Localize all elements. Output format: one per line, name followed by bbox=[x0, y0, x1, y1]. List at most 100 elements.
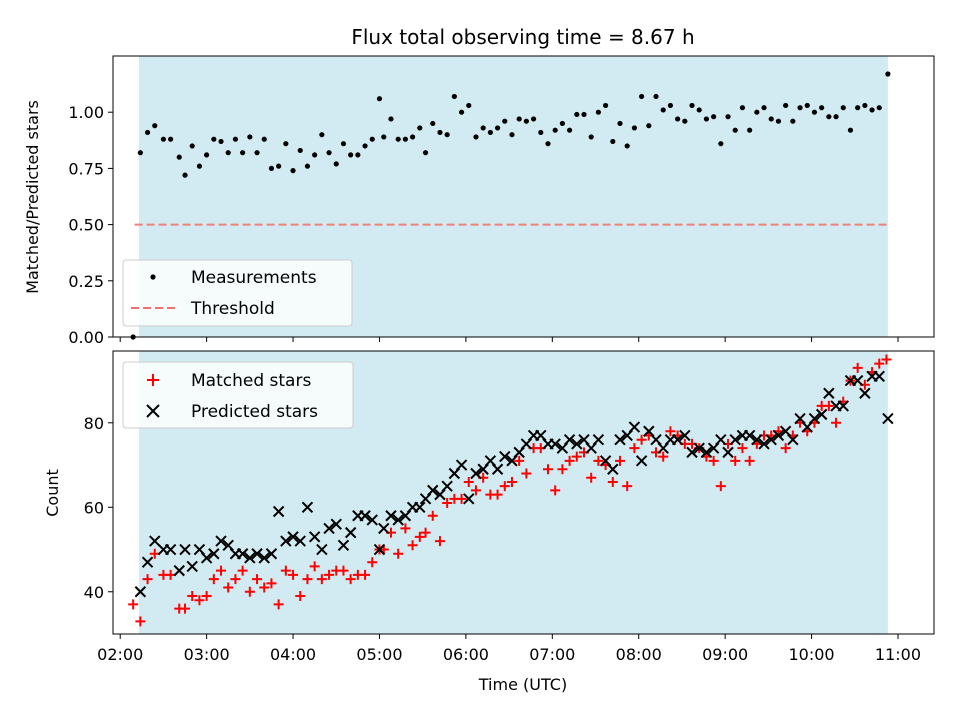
predicted-star-point bbox=[463, 493, 475, 505]
measurement-point bbox=[588, 134, 594, 140]
matched-star-point bbox=[607, 476, 618, 487]
matched-star-point bbox=[665, 426, 676, 437]
measurement-point bbox=[473, 134, 479, 140]
measurement-point bbox=[290, 168, 296, 174]
legend-matched-label: Matched stars bbox=[191, 371, 311, 391]
measurement-point bbox=[689, 102, 695, 109]
measurement-point bbox=[574, 111, 580, 118]
bottom-y-tick-label: 60 bbox=[84, 498, 104, 517]
matched-star-point bbox=[744, 455, 755, 466]
measurement-point bbox=[218, 138, 224, 145]
measurement-point bbox=[862, 102, 868, 109]
measurement-point bbox=[552, 127, 558, 133]
predicted-star-point bbox=[592, 433, 605, 446]
predicted-star-point bbox=[607, 463, 619, 475]
matched-star-point bbox=[194, 595, 205, 606]
measurement-point bbox=[790, 118, 796, 124]
measurement-point bbox=[819, 105, 825, 111]
predicted-star-point bbox=[787, 433, 799, 446]
matched-star-point bbox=[550, 485, 561, 496]
measurement-point bbox=[333, 161, 339, 167]
measurement-point bbox=[144, 129, 151, 136]
matched-star-point bbox=[338, 565, 349, 576]
predicted-star-point bbox=[323, 522, 335, 535]
matched-star-point bbox=[266, 578, 277, 589]
predicted-star-point bbox=[571, 438, 583, 450]
measurement-point bbox=[381, 134, 387, 140]
matched-star-point bbox=[201, 590, 212, 601]
measurement-point bbox=[348, 152, 354, 158]
predicted-stars-points bbox=[134, 370, 894, 598]
measurement-point bbox=[804, 102, 810, 109]
predicted-star-point bbox=[491, 463, 504, 475]
matched-star-point bbox=[187, 590, 198, 601]
measurement-point bbox=[754, 109, 760, 115]
matched-star-point bbox=[571, 451, 582, 462]
measurement-point bbox=[566, 127, 573, 133]
matched-star-point bbox=[499, 481, 510, 492]
measurement-point bbox=[437, 129, 443, 136]
measurement-point bbox=[783, 102, 789, 109]
measurement-point bbox=[797, 105, 803, 111]
matched-star-point bbox=[128, 599, 139, 610]
predicted-star-point bbox=[722, 446, 734, 459]
top-axes-frame bbox=[112, 55, 935, 338]
top-legend-box bbox=[122, 259, 353, 327]
matched-star-point bbox=[874, 358, 885, 369]
measurement-point bbox=[559, 120, 565, 127]
measurement-point bbox=[268, 165, 275, 171]
legend-threshold-label: Threshold bbox=[190, 299, 275, 319]
matched-star-point bbox=[442, 498, 453, 509]
measurement-point bbox=[761, 105, 767, 111]
predicted-star-point bbox=[808, 412, 821, 425]
predicted-star-point bbox=[563, 433, 576, 446]
measurement-point bbox=[211, 136, 217, 142]
measurement-point bbox=[395, 136, 401, 142]
measurement-point bbox=[826, 114, 832, 120]
measurement-point bbox=[204, 152, 210, 158]
top-panel: 0.00 0.25 0.50 0.75 1.00 Matched/Predicted s… bbox=[23, 55, 935, 347]
matched-star-point bbox=[427, 510, 438, 521]
predicted-star-point bbox=[236, 548, 249, 560]
measurement-point bbox=[739, 105, 746, 111]
x-tick-label: 11:00 bbox=[875, 645, 921, 664]
matched-star-point bbox=[564, 455, 575, 466]
predicted-star-point bbox=[455, 459, 468, 471]
measurement-point bbox=[660, 107, 666, 113]
measurement-point bbox=[516, 116, 522, 122]
measurement-point bbox=[276, 163, 282, 169]
matched-star-point bbox=[852, 362, 863, 373]
measurement-point bbox=[417, 125, 423, 131]
measurement-point bbox=[182, 172, 188, 178]
predicted-star-point bbox=[427, 484, 439, 497]
matched-star-point bbox=[492, 489, 503, 500]
matched-star-point bbox=[316, 574, 327, 585]
predicted-star-point bbox=[499, 450, 511, 463]
measurement-point bbox=[283, 141, 289, 147]
predicted-star-point bbox=[851, 374, 864, 387]
predicted-star-point bbox=[301, 501, 314, 513]
top-y-tick-label: 0.00 bbox=[68, 328, 104, 347]
predicted-star-point bbox=[251, 548, 263, 560]
measurement-point bbox=[362, 143, 368, 149]
measurement-point bbox=[775, 118, 782, 124]
x-tick-label: 09:00 bbox=[702, 645, 748, 664]
matched-star-point bbox=[715, 481, 726, 492]
x-tick-label: 04:00 bbox=[270, 645, 316, 664]
matched-star-point bbox=[400, 523, 411, 534]
measurement-point bbox=[639, 93, 645, 100]
top-x-ticks bbox=[119, 337, 899, 342]
predicted-star-point bbox=[823, 387, 835, 399]
top-y-tick-label: 0.75 bbox=[68, 159, 104, 178]
matched-star-point bbox=[367, 557, 378, 568]
measurement-point bbox=[682, 118, 688, 124]
legend-measurements-marker bbox=[150, 274, 156, 280]
predicted-star-point bbox=[470, 467, 482, 480]
top-y-tick-label: 1.00 bbox=[68, 103, 104, 122]
predicted-star-point bbox=[628, 421, 641, 433]
matched-star-point bbox=[456, 493, 467, 504]
predicted-star-point bbox=[366, 514, 378, 526]
matched-star-point bbox=[463, 476, 474, 487]
measurement-point bbox=[340, 141, 347, 147]
matched-star-point bbox=[324, 569, 335, 580]
